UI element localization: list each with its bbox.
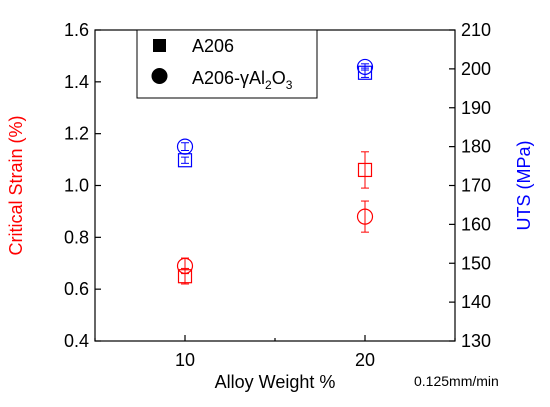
legend-label-a206-gamma: A206-γAl2O3 — [192, 68, 293, 92]
x-axis-title: Alloy Weight % — [215, 372, 336, 392]
legend-label-mid: O — [272, 68, 286, 88]
legend-square-marker — [153, 39, 166, 52]
left-tick-label: 1.0 — [64, 176, 89, 196]
data-point-circle — [176, 257, 194, 274]
x-tick-label: 10 — [175, 350, 195, 370]
right-tick-label: 180 — [461, 137, 491, 157]
x-tick-label: 20 — [355, 350, 375, 370]
chart-marks: 0.4 0.6 0.8 1.0 1.2 1.4 1.6 130 140 150 160 170 180 1… — [6, 20, 534, 392]
legend-label-sub1: 2 — [265, 78, 272, 92]
left-tick-label: 1.6 — [64, 20, 89, 40]
left-tick-label: 0.6 — [64, 279, 89, 299]
right-tick-label: 170 — [461, 176, 491, 196]
left-tick-label: 1.2 — [64, 124, 89, 144]
data-point-circle — [356, 58, 374, 76]
legend-label-a206: A206 — [192, 36, 234, 56]
legend: A206 A206-γAl2O3 — [136, 29, 318, 99]
right-tick-label: 210 — [461, 20, 491, 40]
right-axis-title: UTS (MPa) — [514, 141, 534, 231]
left-tick-label: 0.8 — [64, 227, 89, 247]
legend-box — [136, 29, 318, 99]
left-tick-label: 0.4 — [64, 331, 89, 351]
legend-circle-marker — [151, 68, 168, 84]
right-tick-label: 130 — [461, 331, 491, 351]
data-point-circle — [176, 138, 194, 155]
right-tick-label: 160 — [461, 214, 491, 234]
legend-label-main: A206-γAl — [192, 68, 265, 88]
right-tick-label: 200 — [461, 59, 491, 79]
annotation-rate: 0.125mm/min — [414, 373, 499, 389]
right-tick-label: 150 — [461, 253, 491, 273]
right-tick-label: 190 — [461, 98, 491, 118]
legend-label-sub2: 3 — [286, 78, 293, 92]
data-point-square — [357, 162, 373, 178]
left-axis-title: Critical Strain (%) — [6, 115, 26, 255]
data-point-circle — [356, 208, 374, 225]
right-tick-label: 140 — [461, 292, 491, 312]
left-tick-label: 1.4 — [64, 72, 89, 92]
